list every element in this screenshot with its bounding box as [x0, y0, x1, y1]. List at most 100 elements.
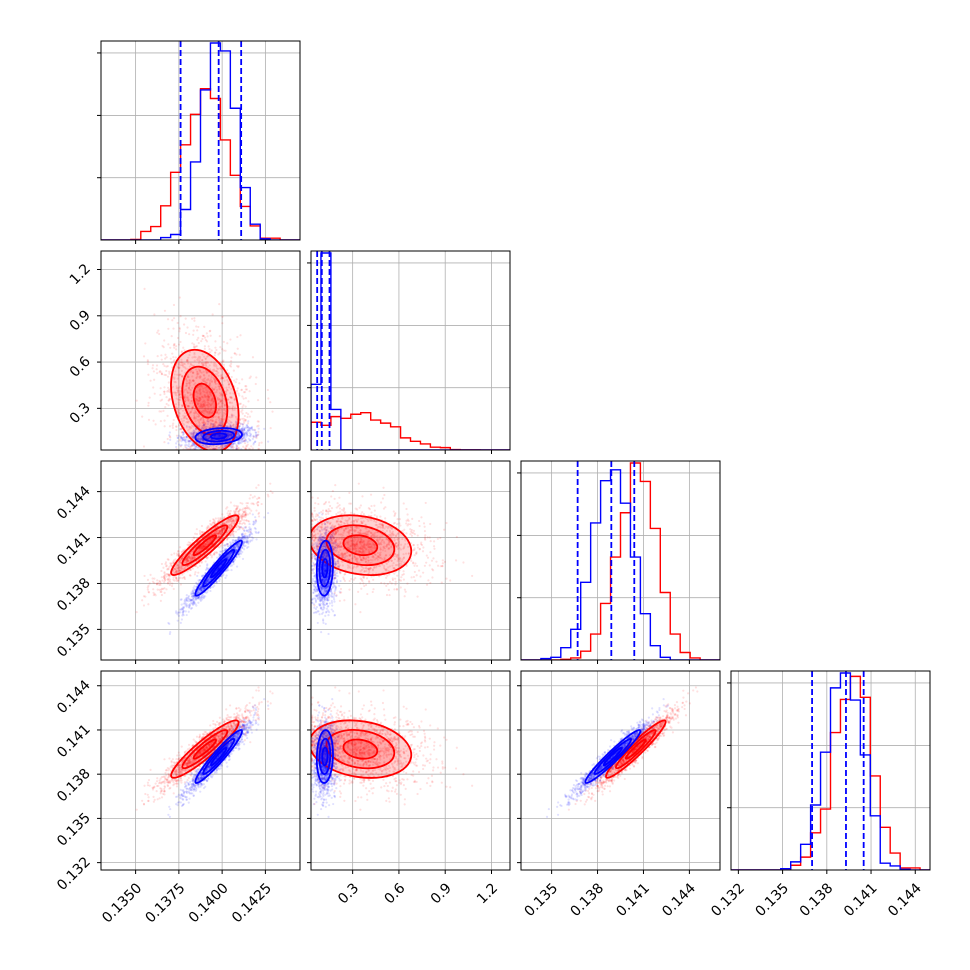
- scatter-point: [195, 325, 198, 328]
- scatter-point: [221, 446, 224, 450]
- scatter-point: [168, 575, 171, 578]
- scatter-point: [178, 428, 182, 431]
- scatter-point: [187, 439, 191, 443]
- scatter-point: [180, 557, 184, 561]
- scatter-point: [206, 526, 209, 529]
- scatter-point: [214, 420, 218, 423]
- scatter-point: [220, 377, 223, 380]
- scatter-point: [227, 555, 231, 559]
- scatter-point: [231, 541, 235, 545]
- scatter-point: [217, 532, 220, 535]
- scatter-point: [221, 377, 224, 380]
- scatter-point: [228, 433, 231, 436]
- scatter-point: [234, 425, 238, 428]
- scatter-point: [191, 539, 194, 542]
- scatter-point: [217, 517, 220, 520]
- scatter-point: [204, 360, 208, 363]
- scatter-point: [267, 511, 270, 515]
- scatter-point: [225, 391, 228, 394]
- scatter-point: [231, 425, 234, 428]
- scatter-point: [251, 356, 255, 359]
- scatter-point: [184, 440, 187, 443]
- scatter-point: [192, 411, 196, 415]
- scatter-point: [257, 531, 260, 535]
- scatter-point: [249, 435, 252, 438]
- scatter-point: [216, 532, 219, 535]
- scatter-point: [208, 402, 211, 406]
- scatter-point: [190, 558, 193, 561]
- scatter-point: [185, 446, 188, 449]
- scatter-point: [191, 386, 194, 389]
- scatter-point: [204, 435, 208, 438]
- scatter-point: [197, 372, 200, 375]
- scatter-point: [225, 507, 228, 510]
- scatter-point: [176, 389, 180, 392]
- scatter-point: [216, 434, 220, 437]
- scatter-point: [189, 393, 193, 396]
- scatter-point: [222, 418, 226, 421]
- scatter-point: [195, 411, 198, 415]
- scatter-point: [241, 515, 244, 518]
- scatter-point: [245, 519, 248, 522]
- scatter-point: [221, 424, 224, 427]
- scatter-point: [232, 532, 235, 535]
- scatter-point: [187, 387, 191, 390]
- scatter-point: [215, 411, 218, 414]
- scatter-point: [166, 578, 169, 581]
- scatter-point: [213, 553, 216, 556]
- scatter-point: [222, 522, 225, 525]
- scatter-point: [243, 545, 246, 548]
- scatter-point: [175, 579, 178, 582]
- scatter-point: [186, 557, 189, 560]
- scatter-point: [207, 395, 211, 399]
- scatter-point: [163, 392, 166, 396]
- scatter-point: [202, 364, 205, 367]
- scatter-point: [174, 558, 177, 561]
- scatter-point: [153, 392, 156, 395]
- scatter-point: [228, 395, 232, 399]
- scatter-point: [160, 576, 163, 579]
- scatter-point: [200, 561, 203, 564]
- scatter-point: [252, 434, 255, 437]
- scatter-point: [197, 437, 200, 440]
- scatter-point: [220, 527, 224, 531]
- scatter-point: [234, 510, 238, 513]
- scatter-point: [257, 501, 260, 504]
- scatter-point: [219, 400, 222, 403]
- scatter-point: [212, 447, 215, 450]
- scatter-point: [185, 360, 188, 363]
- scatter-point: [206, 407, 209, 411]
- scatter-point: [194, 345, 197, 348]
- scatter-point: [191, 356, 194, 359]
- scatter-point: [221, 544, 224, 547]
- scatter-point: [180, 566, 183, 570]
- scatter-point: [222, 411, 225, 415]
- scatter-point: [244, 405, 247, 408]
- scatter-point: [246, 415, 249, 419]
- scatter-point: [200, 385, 204, 388]
- scatter-point: [215, 580, 218, 583]
- scatter-point: [168, 431, 171, 434]
- scatter-point: [237, 446, 240, 450]
- scatter-point: [190, 399, 193, 403]
- scatter-point: [201, 545, 204, 548]
- scatter-point: [237, 537, 240, 541]
- scatter-point: [190, 444, 193, 447]
- scatter-point: [215, 370, 219, 373]
- scatter-point: [185, 396, 188, 400]
- scatter-point: [249, 493, 252, 497]
- scatter-point: [215, 420, 218, 424]
- scatter-point: [229, 424, 232, 427]
- scatter-point: [205, 527, 208, 530]
- scatter-point: [228, 432, 231, 436]
- scatter-point: [219, 374, 222, 377]
- scatter-point: [227, 434, 230, 437]
- scatter-point: [230, 397, 233, 400]
- scatter-point: [167, 573, 170, 577]
- scatter-point: [188, 402, 192, 405]
- scatter-point: [197, 437, 201, 440]
- scatter-point: [245, 435, 248, 438]
- scatter-point: [175, 578, 178, 581]
- scatter-point: [226, 512, 229, 515]
- scatter-point: [209, 524, 213, 527]
